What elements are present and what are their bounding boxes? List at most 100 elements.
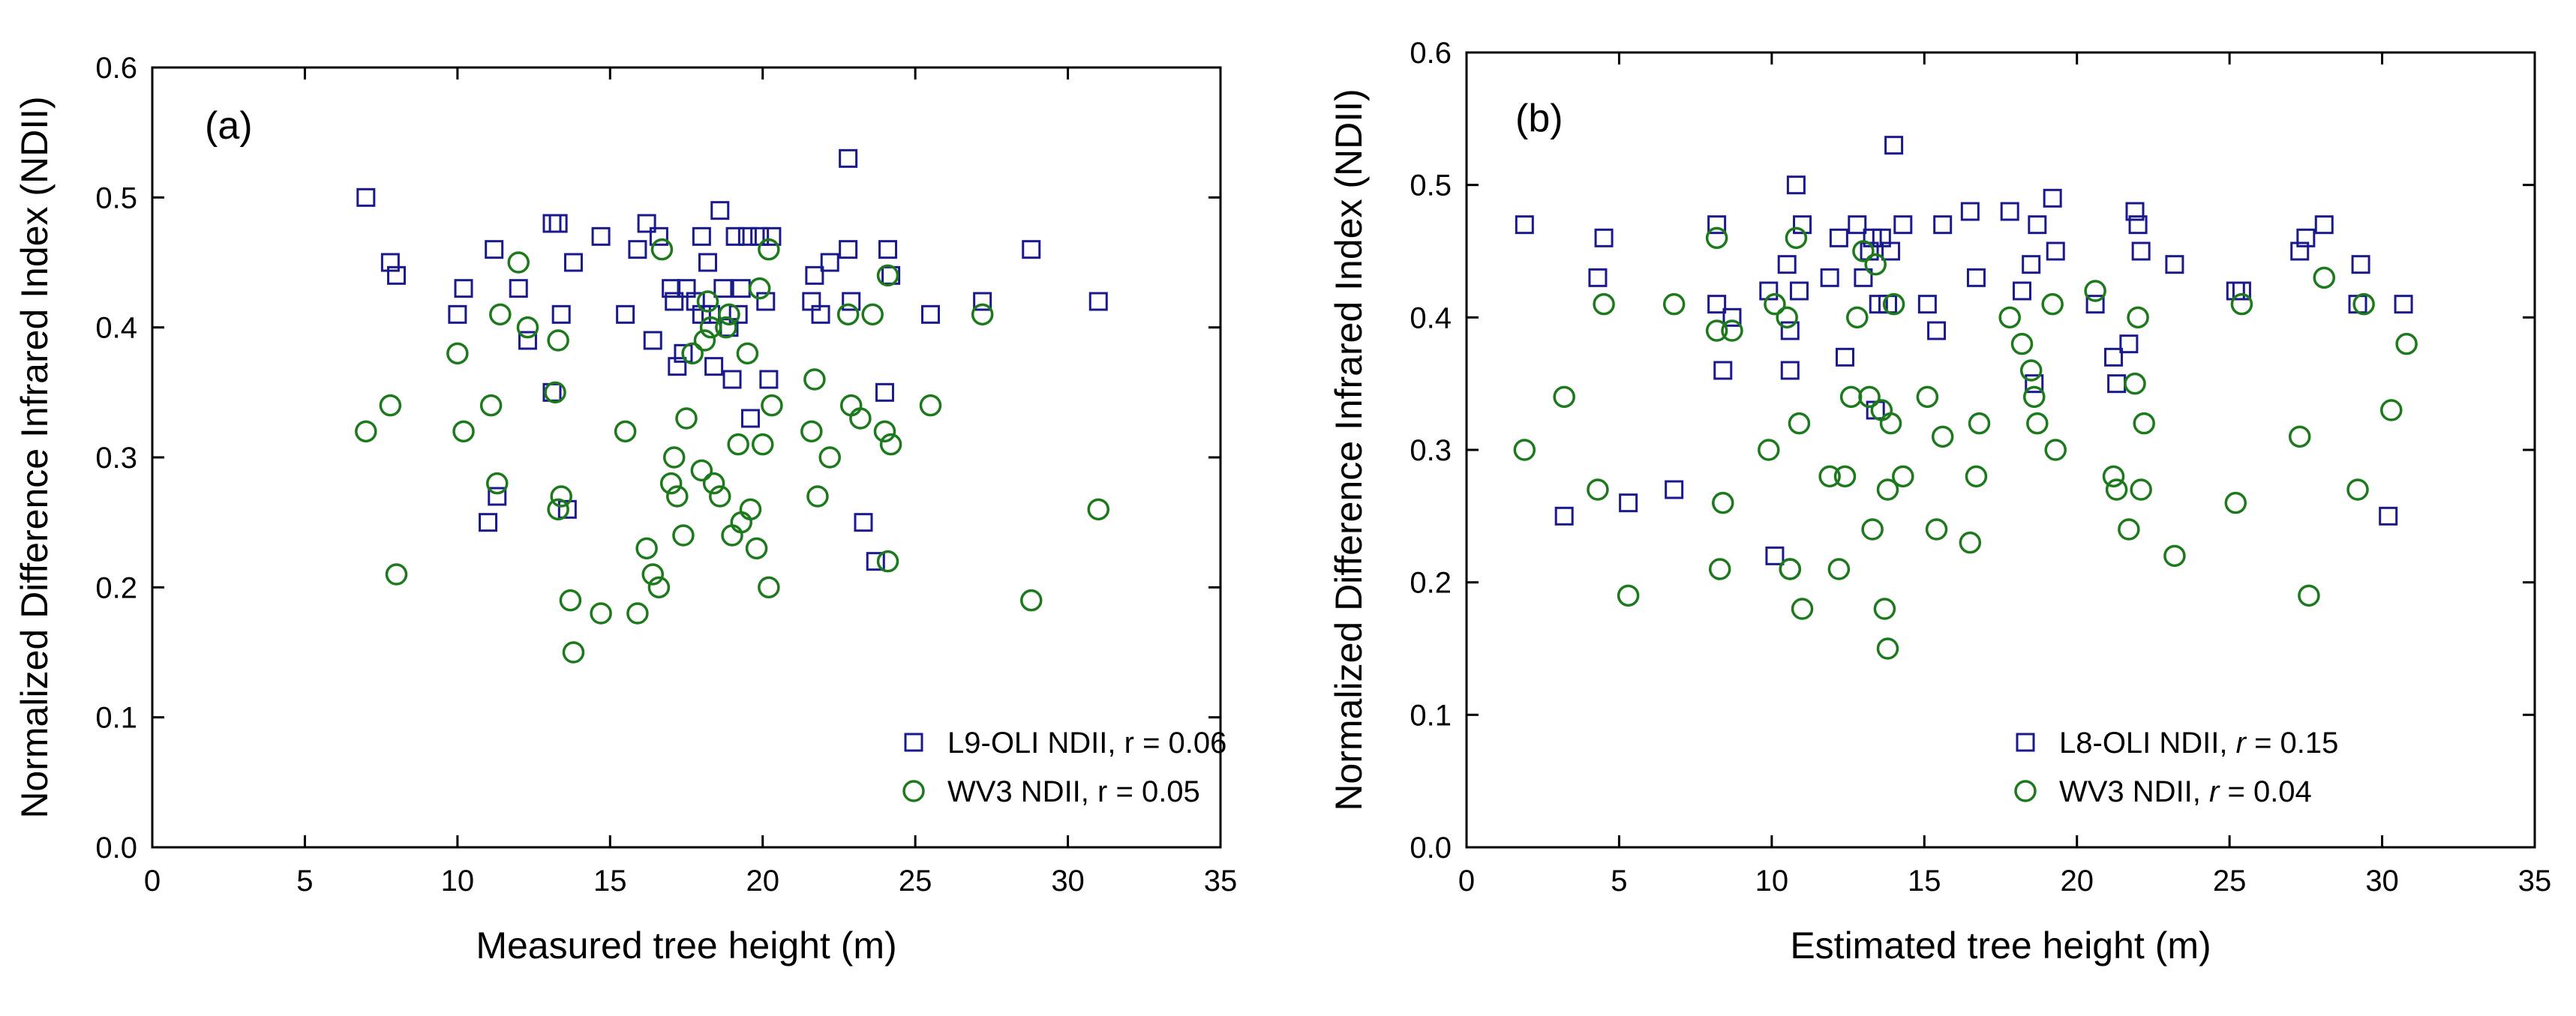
data-point xyxy=(2165,255,2184,274)
x-tick-label: 10 xyxy=(1755,865,1789,898)
data-point xyxy=(1617,584,1640,607)
data-point xyxy=(971,303,994,326)
data-point xyxy=(1705,319,1728,342)
data-point xyxy=(2348,295,2367,314)
data-point xyxy=(756,292,776,311)
data-point xyxy=(666,485,689,508)
data-point xyxy=(1785,226,1808,250)
series-wv3 xyxy=(355,238,1110,664)
data-point xyxy=(479,394,503,417)
data-point xyxy=(1820,268,1839,287)
legend-marker xyxy=(2016,733,2035,752)
data-point xyxy=(649,226,668,246)
data-point xyxy=(2395,332,2418,355)
x-tick-label: 20 xyxy=(746,865,779,898)
data-point xyxy=(1836,347,1855,367)
data-point xyxy=(1662,292,1686,316)
data-point xyxy=(1593,292,1615,316)
x-tick-label: 0 xyxy=(144,865,161,898)
data-point xyxy=(736,342,759,365)
data-point xyxy=(2128,215,2148,235)
series-wv3 xyxy=(1513,226,2418,660)
x-tick-label: 5 xyxy=(296,865,313,898)
data-point xyxy=(668,357,687,376)
x-tick-label: 35 xyxy=(1204,865,1238,898)
data-point xyxy=(2379,506,2398,526)
data-point xyxy=(488,487,507,506)
data-point xyxy=(1870,399,1893,421)
data-point xyxy=(879,433,902,456)
data-point xyxy=(509,279,528,298)
y-tick-label: 0.5 xyxy=(95,181,137,214)
legend: L9-OLI NDII, r = 0.06 WV3 NDII, r = 0.05 xyxy=(902,727,1226,808)
data-point xyxy=(641,563,664,586)
x-tick-label: 30 xyxy=(1051,865,1085,898)
legend-marker xyxy=(904,733,923,752)
data-point xyxy=(2010,332,2034,355)
data-point xyxy=(2102,465,2125,488)
data-point xyxy=(811,304,830,324)
data-point xyxy=(1852,240,1875,262)
y-tick-label: 0.5 xyxy=(1410,169,1452,202)
data-point xyxy=(806,485,829,508)
legend: L8-OLI NDII, r = 0.15 WV3 NDII, r = 0.04 xyxy=(2014,727,2338,808)
data-point xyxy=(1966,268,1986,287)
data-point xyxy=(704,357,724,376)
data-point xyxy=(2105,478,2128,501)
data-point xyxy=(2163,544,2186,568)
data-point xyxy=(1665,480,1684,499)
data-point xyxy=(1022,240,1041,259)
data-point xyxy=(1833,465,1857,488)
data-point xyxy=(1884,136,1904,155)
data-point xyxy=(626,602,649,625)
data-point xyxy=(2043,188,2062,208)
data-point xyxy=(745,537,768,560)
y-axis-label: Normalized Difference Infrared Index (ND… xyxy=(1328,88,1370,811)
data-point xyxy=(1925,518,1948,541)
data-point xyxy=(1927,321,1947,340)
data-point xyxy=(1788,412,1811,435)
legend-marker xyxy=(2014,780,2037,802)
data-point xyxy=(1712,491,1734,514)
data-point xyxy=(1854,268,1873,287)
data-point xyxy=(2288,425,2311,448)
data-point xyxy=(635,537,658,560)
data-point xyxy=(379,394,402,417)
data-point xyxy=(842,292,861,311)
data-point xyxy=(1873,598,1896,620)
data-point xyxy=(616,304,635,324)
data-point xyxy=(1916,385,1939,409)
data-point xyxy=(2290,241,2310,261)
data-point xyxy=(2019,359,2043,382)
data-point xyxy=(2298,584,2320,607)
y-tick-label: 0.1 xyxy=(1410,699,1452,732)
data-point xyxy=(973,292,992,311)
data-point xyxy=(2352,292,2375,316)
data-point xyxy=(839,148,858,168)
data-point xyxy=(452,420,475,443)
x-tick-label: 15 xyxy=(593,865,627,898)
data-point xyxy=(2380,399,2403,421)
data-point xyxy=(1722,307,1742,327)
data-point xyxy=(1959,531,1982,554)
data-point xyxy=(1876,478,1899,501)
data-point xyxy=(1965,465,1988,488)
y-tick-label: 0.0 xyxy=(1410,832,1452,865)
data-point xyxy=(356,187,376,207)
data-point xyxy=(800,420,823,443)
data-point xyxy=(1780,361,1800,380)
data-point xyxy=(876,264,899,287)
data-point xyxy=(2000,202,2019,221)
data-point xyxy=(1931,425,1954,448)
data-point xyxy=(1780,321,1800,340)
data-point xyxy=(2022,255,2041,274)
data-point xyxy=(551,304,571,324)
data-point xyxy=(727,433,749,456)
data-point xyxy=(643,331,662,350)
data-point xyxy=(1777,255,1797,274)
scatter-panel-a: 0 5 10 15 20 25 30 35 0.0 0.1 0.2 0.3 0.4 0.5 0.6 Measu… xyxy=(14,52,1237,967)
data-point xyxy=(1553,385,1575,409)
data-point xyxy=(725,226,745,246)
data-point xyxy=(659,472,683,495)
